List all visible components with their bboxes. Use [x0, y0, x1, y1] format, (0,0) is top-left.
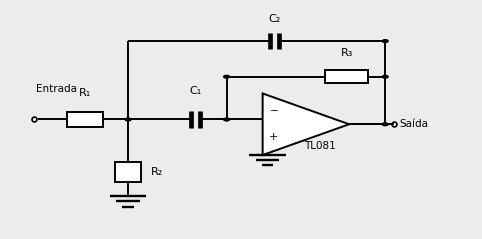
Text: Saída: Saída [400, 119, 428, 129]
Text: R₁: R₁ [79, 87, 91, 98]
Bar [115, 162, 141, 182]
Circle shape [224, 118, 229, 121]
Text: C₂: C₂ [268, 14, 281, 24]
Polygon shape [263, 93, 349, 155]
Text: Entrada: Entrada [36, 84, 77, 94]
Text: TL081: TL081 [305, 141, 336, 151]
Text: R₂: R₂ [151, 167, 163, 177]
Circle shape [382, 75, 388, 78]
Circle shape [382, 40, 388, 43]
Text: R₃: R₃ [341, 48, 353, 58]
Bar [325, 70, 368, 83]
Circle shape [382, 123, 388, 126]
Circle shape [224, 75, 229, 78]
Text: −: − [269, 106, 278, 116]
Bar [67, 112, 103, 127]
Text: C₁: C₁ [189, 86, 201, 96]
Text: +: + [269, 132, 279, 142]
Circle shape [125, 118, 131, 121]
